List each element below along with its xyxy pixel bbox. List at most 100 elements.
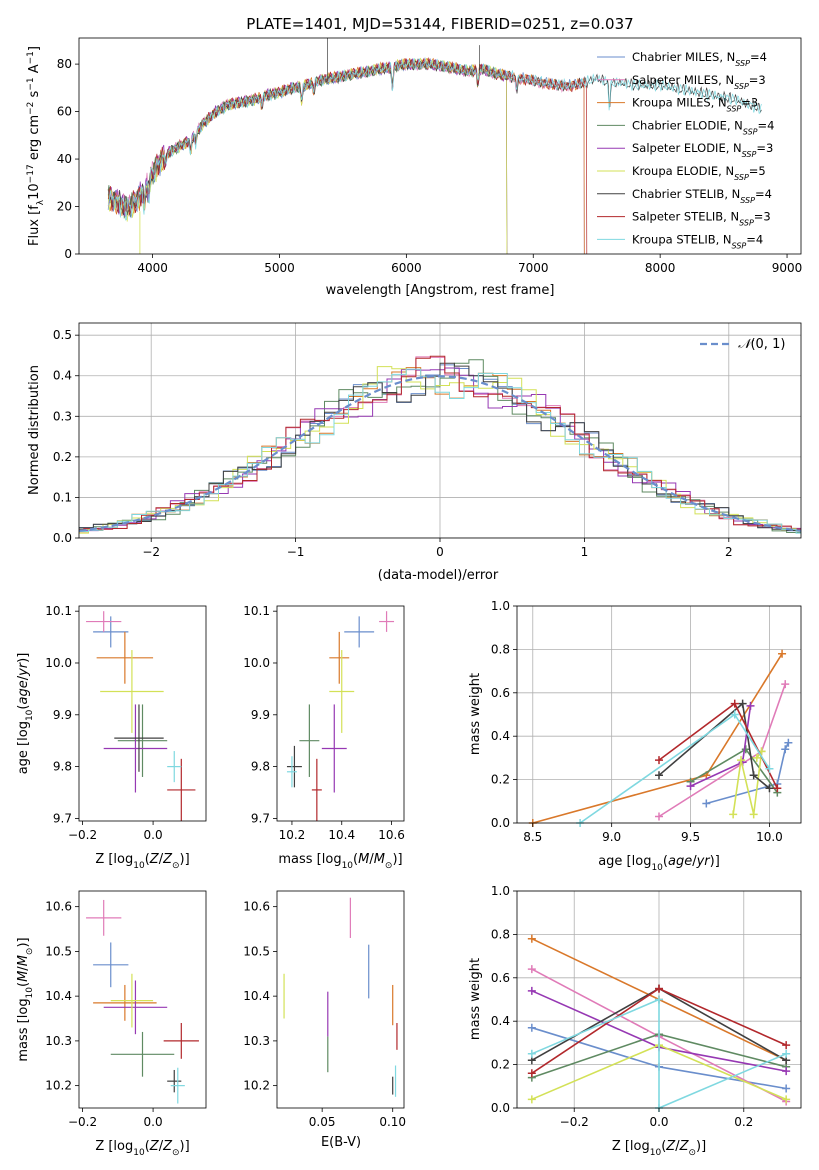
mass-weight-vs-Z-panel: mass weight −0.2 0.0 0.2 0.0 0.2 0.4 0.6 0.8 1.0…	[468, 884, 802, 1158]
x-tick-label: −0.2	[68, 828, 97, 842]
residual-histogram	[79, 368, 801, 534]
y-tick-label: 1.0	[491, 884, 510, 898]
spectrum-title: PLATE=1401, MJD=53144, FIBERID=0251, z=0…	[246, 15, 633, 33]
mass-weight-marker	[655, 756, 663, 765]
mass-vs-EBV-plot-area	[283, 897, 398, 1097]
age-vs-Z-xlabel: Z [log10(Z/Z⊙)]	[95, 852, 189, 871]
x-tick-label: 6000	[391, 261, 422, 275]
y-tick-label: 0.1	[53, 490, 72, 504]
mass-weight-marker	[778, 649, 787, 658]
mass-weight-marker	[527, 1069, 536, 1078]
y-tick-label: 0.4	[491, 1014, 510, 1028]
y-tick-label: 0.6	[491, 971, 510, 985]
x-tick-label: 9.5	[681, 830, 700, 844]
mass-weight-vs-age-xlabel: age [log10(age/yr)]	[598, 854, 720, 873]
y-tick-label: 80	[57, 57, 72, 71]
legend-label: Salpeter ELODIE, NSSP=3	[632, 141, 773, 159]
mass-weight-marker	[527, 965, 536, 974]
mass-weight-marker	[737, 756, 746, 765]
y-tick-label: 10.5	[45, 944, 72, 958]
x-tick-label: 0.2	[734, 1115, 753, 1129]
mass-weight-marker	[655, 812, 663, 821]
mass-weight-marker	[749, 810, 758, 819]
legend-label: Kroupa STELIB, NSSP=4	[632, 232, 763, 250]
x-tick-label: −0.2	[560, 1115, 589, 1129]
age-vs-Z-panel: −0.2 0.0 9.7 9.8 9.9 10.0 10.1 Z [log10(Z/Z⊙)] a…	[16, 604, 207, 871]
x-tick-label: 0.05	[309, 1115, 336, 1129]
x-tick-label: 9.0	[602, 830, 621, 844]
mass-weight-marker	[730, 699, 739, 708]
legend-label: Salpeter STELIB, NSSP=3	[632, 210, 771, 228]
age-vs-mass-plot-area	[286, 611, 395, 821]
mass-vs-Z-plot-area	[86, 899, 199, 1104]
spectrum-xlabel: wavelength [Angstrom, rest frame]	[326, 283, 555, 298]
x-tick-label: 10.2	[279, 828, 306, 842]
mass-weight-marker	[527, 986, 536, 995]
residual-histogram	[79, 355, 801, 531]
y-tick-label: 0.8	[491, 927, 510, 941]
mass-weight-marker	[527, 934, 536, 943]
x-tick-label: 10.4	[328, 828, 355, 842]
mass-weight-line	[531, 998, 787, 1110]
mass-weight-marker	[781, 680, 790, 689]
legend-label: Kroupa MILES, NSSP=3	[632, 96, 758, 114]
y-tick-label: 10.4	[45, 989, 72, 1003]
legend-label: 𝒩(0, 1)	[738, 337, 785, 352]
y-tick-label: 9.9	[251, 708, 270, 722]
legend-label: Chabrier ELODIE, NSSP=4	[632, 118, 774, 136]
mass-weight-marker	[781, 745, 790, 754]
y-tick-label: 10.4	[243, 989, 270, 1003]
y-tick-label: 9.8	[53, 760, 72, 774]
axes-frame	[78, 890, 207, 1109]
y-tick-label: 40	[57, 152, 72, 166]
mass-weight-line	[706, 742, 790, 805]
axes-frame	[78, 37, 802, 255]
y-tick-label: 9.7	[251, 811, 270, 825]
mass-vs-Z-panel: −0.2 0.0 10.2 10.3 10.4 10.5 10.6 Z [log10(Z/Z⊙…	[16, 890, 207, 1158]
mass-weight-marker	[655, 995, 663, 1004]
x-tick-label: −0.2	[68, 1115, 97, 1129]
mass-weight-marker	[527, 1049, 536, 1058]
y-tick-label: 10.5	[243, 944, 270, 958]
residuals-xlabel: (data-model)/error	[378, 568, 499, 583]
spectrum-series-line	[107, 57, 762, 221]
x-tick-label: 0.10	[379, 1115, 406, 1129]
legend-label: Salpeter MILES, NSSP=3	[632, 73, 766, 91]
spectrum-plot-area	[107, 38, 762, 254]
x-tick-label: 1	[581, 545, 589, 559]
axes-frame	[78, 605, 207, 822]
legend-label: Chabrier STELIB, NSSP=4	[632, 187, 772, 205]
residuals-ylabel: Normed distribution	[27, 365, 42, 495]
mass-weight-vs-age-ylabel: mass weight	[468, 673, 483, 755]
y-tick-label: 0.4	[491, 729, 510, 743]
axes-frame	[516, 890, 802, 1109]
mass-weight-marker	[782, 1067, 791, 1076]
y-tick-label: 9.7	[53, 811, 72, 825]
y-tick-label: 60	[57, 105, 72, 119]
axes-frame	[276, 890, 405, 1109]
mass-weight-marker	[749, 771, 758, 780]
y-tick-label: 10.2	[243, 1079, 270, 1093]
y-tick-label: 0.2	[491, 773, 510, 787]
y-tick-label: 9.8	[251, 760, 270, 774]
mass-weight-vs-Z-plot-area	[517, 890, 801, 1112]
spectrum-series-line	[107, 57, 588, 254]
normal-reference-curve	[79, 375, 801, 532]
axes-frame	[276, 605, 405, 822]
mass-weight-vs-Z-ylabel: mass weight	[468, 958, 483, 1040]
y-tick-label: 10.1	[45, 604, 72, 618]
y-tick-label: 10.6	[243, 900, 270, 914]
mass-weight-marker	[784, 738, 793, 747]
spectrum-panel: wavelength [Angstrom, rest frame] 4000 50…	[26, 37, 802, 298]
y-tick-label: 0.2	[53, 450, 72, 464]
y-tick-label: 0.8	[491, 642, 510, 656]
legend-label: Chabrier MILES, NSSP=4	[632, 50, 767, 68]
y-tick-label: 1.0	[491, 599, 510, 613]
mass-vs-EBV-panel: E(B-V) 0.05 0.10 10.2 10.3 10.4 10.5 10.6	[243, 890, 406, 1150]
age-vs-mass-panel: 10.2 10.4 10.6 9.7 9.8 9.9 10.0 10.1 mass [log10…	[243, 604, 405, 871]
mass-weight-marker	[765, 784, 774, 793]
residuals-panel: (data-model)/error Normed distribution −…	[27, 322, 802, 583]
y-tick-label: 10.0	[243, 656, 270, 670]
x-tick-label: 2	[725, 545, 733, 559]
y-tick-label: 10.2	[45, 1079, 72, 1093]
